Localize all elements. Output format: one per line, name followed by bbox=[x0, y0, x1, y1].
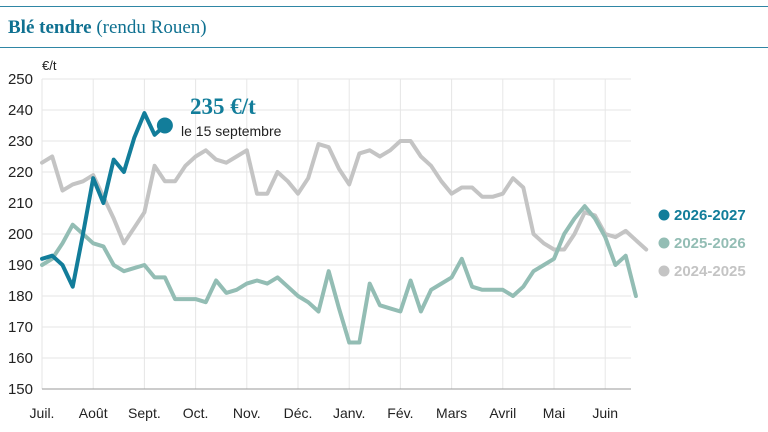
y-tick-label: 220 bbox=[8, 164, 33, 181]
grid bbox=[41, 78, 631, 390]
y-tick-label: 240 bbox=[8, 102, 33, 119]
x-tick-label: Fév. bbox=[387, 405, 413, 421]
title-subtitle: (rendu Rouen) bbox=[96, 17, 207, 38]
latest-price-date: le 15 septembre bbox=[181, 123, 282, 139]
legend-label: 2026-2027 bbox=[674, 207, 746, 224]
series-line-2026-2027 bbox=[40, 111, 167, 289]
y-tick-label: 190 bbox=[8, 257, 33, 274]
y-tick-label: 210 bbox=[8, 195, 33, 212]
y-axis: 150 160 170 180 190 200 210 220 230 240 250 bbox=[8, 71, 33, 398]
x-tick-label: Déc. bbox=[284, 405, 313, 421]
x-tick-label: Juin bbox=[592, 405, 618, 421]
top-rule bbox=[0, 6, 768, 7]
x-tick-label: Janv. bbox=[333, 405, 365, 421]
x-tick-label: Juil. bbox=[30, 405, 55, 421]
legend-swatch bbox=[658, 237, 670, 249]
latest-price-value: 235 €/t bbox=[190, 94, 256, 119]
y-unit-label: €/t bbox=[42, 58, 57, 73]
y-tick-label: 180 bbox=[8, 288, 33, 305]
legend-label: 2024-2025 bbox=[674, 263, 746, 280]
y-tick-label: 230 bbox=[8, 133, 33, 150]
legend-swatch bbox=[658, 209, 670, 221]
x-tick-label: Sept. bbox=[128, 405, 161, 421]
series-lines bbox=[40, 111, 649, 345]
x-axis: Juil. Août Sept. Oct. Nov. Déc. Janv. Fév. Mars A… bbox=[30, 405, 618, 421]
latest-price-marker bbox=[156, 117, 173, 134]
latest-price-annotation: 235 €/t le 15 septembre bbox=[156, 94, 282, 139]
y-tick-label: 200 bbox=[8, 226, 33, 243]
x-tick-label: Avril bbox=[489, 405, 516, 421]
x-tick-label: Oct. bbox=[183, 405, 209, 421]
series-line-2025-2026 bbox=[40, 204, 638, 345]
x-tick-label: Mars bbox=[436, 405, 467, 421]
x-tick-label: Août bbox=[79, 405, 108, 421]
legend-swatch bbox=[658, 265, 670, 277]
title-rule bbox=[0, 47, 768, 48]
y-tick-label: 170 bbox=[8, 319, 33, 336]
y-tick-label: 150 bbox=[8, 381, 33, 398]
y-tick-label: 250 bbox=[8, 71, 33, 88]
title-bold: Blé tendre bbox=[8, 17, 92, 38]
series-line-2024-2025 bbox=[40, 139, 649, 252]
x-tick-label: Nov. bbox=[233, 405, 261, 421]
chart-title: Blé tendre (rendu Rouen) bbox=[8, 17, 207, 39]
x-tick-label: Mai bbox=[543, 405, 566, 421]
y-tick-label: 160 bbox=[8, 350, 33, 367]
legend: 2026-2027 2025-2026 2024-2025 bbox=[658, 207, 746, 280]
legend-label: 2025-2026 bbox=[674, 235, 746, 252]
